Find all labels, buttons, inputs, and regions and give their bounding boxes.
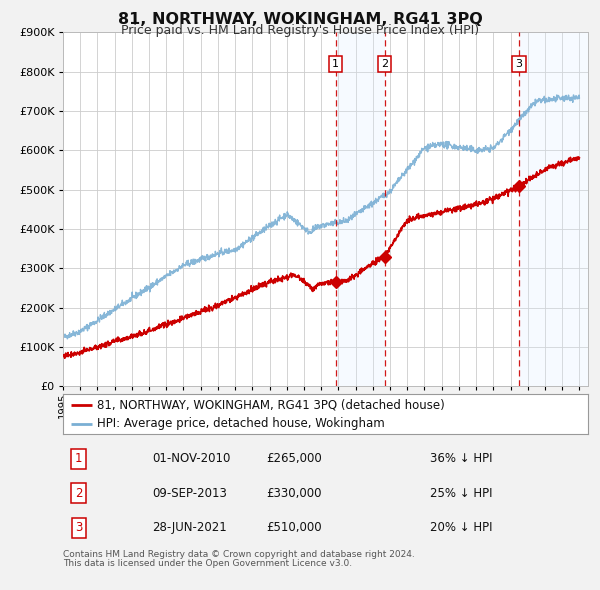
Text: 36% ↓ HPI: 36% ↓ HPI [431, 452, 493, 465]
Text: 2: 2 [381, 59, 388, 69]
Text: 81, NORTHWAY, WOKINGHAM, RG41 3PQ (detached house): 81, NORTHWAY, WOKINGHAM, RG41 3PQ (detac… [97, 398, 445, 411]
Text: 01-NOV-2010: 01-NOV-2010 [152, 452, 230, 465]
Text: Price paid vs. HM Land Registry's House Price Index (HPI): Price paid vs. HM Land Registry's House … [121, 24, 479, 37]
Text: 20% ↓ HPI: 20% ↓ HPI [431, 522, 493, 535]
Text: 3: 3 [75, 522, 82, 535]
Text: £330,000: £330,000 [266, 487, 322, 500]
Text: 28-JUN-2021: 28-JUN-2021 [152, 522, 227, 535]
Bar [519, 32, 588, 386]
Bar [335, 32, 385, 386]
Text: 1: 1 [75, 452, 83, 465]
Text: 1: 1 [332, 59, 339, 69]
Text: 2: 2 [75, 487, 83, 500]
Text: £265,000: £265,000 [266, 452, 322, 465]
Text: This data is licensed under the Open Government Licence v3.0.: This data is licensed under the Open Gov… [63, 559, 352, 568]
Text: 3: 3 [515, 59, 523, 69]
Text: 81, NORTHWAY, WOKINGHAM, RG41 3PQ: 81, NORTHWAY, WOKINGHAM, RG41 3PQ [118, 12, 482, 27]
Text: 25% ↓ HPI: 25% ↓ HPI [431, 487, 493, 500]
Text: £510,000: £510,000 [266, 522, 322, 535]
Text: HPI: Average price, detached house, Wokingham: HPI: Average price, detached house, Woki… [97, 417, 385, 430]
Text: Contains HM Land Registry data © Crown copyright and database right 2024.: Contains HM Land Registry data © Crown c… [63, 550, 415, 559]
Text: 09-SEP-2013: 09-SEP-2013 [152, 487, 227, 500]
